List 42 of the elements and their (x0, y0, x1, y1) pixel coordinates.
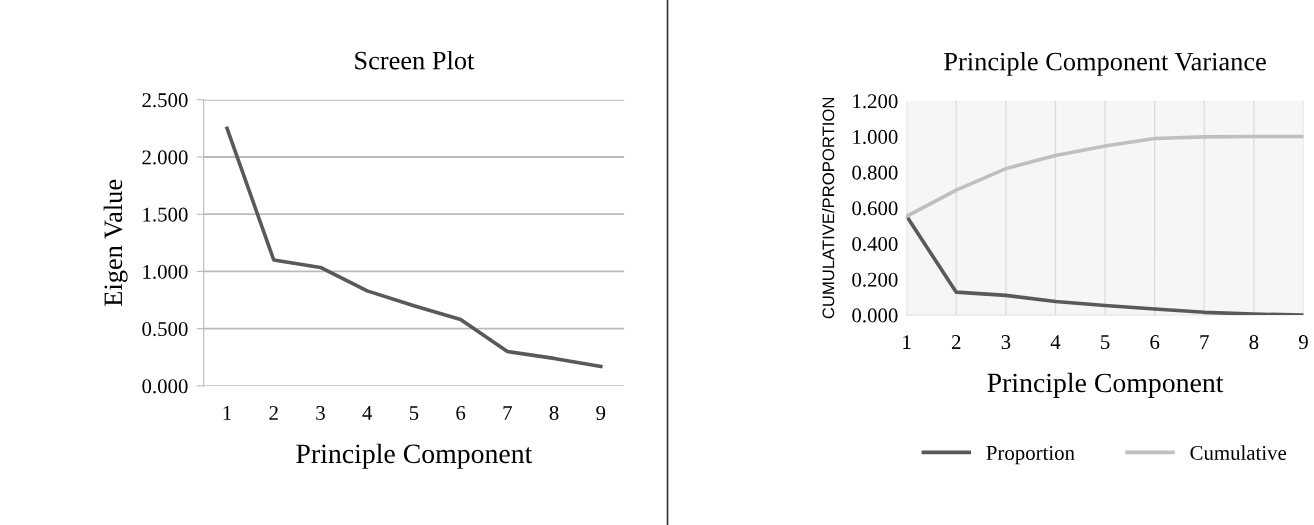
x-tick-label: 2 (951, 335, 961, 349)
x-tick-label: 9 (596, 405, 606, 420)
x-tick-label: 9 (1298, 335, 1308, 350)
line-series (225, 126, 603, 369)
x-tick-label: 7 (1200, 335, 1209, 349)
chart-title: Screen Plot (355, 50, 475, 70)
x-axis-title: Principle Component (296, 443, 533, 469)
x-tick-label: 4 (1050, 335, 1061, 349)
y-tick-label: 0.000 (852, 308, 898, 323)
y-tick-label: 1.000 (143, 264, 188, 279)
x-tick-label: 5 (409, 406, 419, 420)
y-tick-label: 2.500 (142, 93, 188, 108)
y-tick-label: 1.000 (853, 129, 898, 145)
x-tick-label: 8 (1249, 335, 1259, 350)
y-tick-label: 0.400 (852, 236, 898, 252)
x-tick-label: 8 (549, 405, 559, 420)
y-tick-label: 0.800 (852, 165, 898, 180)
legend-label: Cumulative (1190, 445, 1287, 460)
x-tick-label: 4 (362, 406, 373, 420)
y-tick-label: 1.500 (143, 207, 188, 222)
x-tick-label: 6 (456, 405, 466, 420)
x-tick-label: 6 (1150, 335, 1160, 350)
y-axis-title: Eigen Value (103, 179, 128, 306)
x-tick-label: 3 (316, 405, 325, 420)
legend-label: Proportion (986, 445, 1075, 465)
y-tick-label: 0.000 (142, 379, 188, 394)
chart-title: Principle Component Variance (944, 51, 1266, 76)
y-tick-label: 1.200 (853, 94, 898, 109)
x-tick-label: 7 (503, 406, 512, 420)
x-tick-label: 5 (1101, 335, 1110, 350)
y-tick-label: 0.500 (142, 322, 188, 337)
line-series (906, 214, 1304, 315)
x-axis-title: Principle Component (987, 372, 1224, 398)
y-tick-label: 0.200 (852, 272, 898, 287)
y-tick-label: 2.000 (142, 150, 188, 165)
x-tick-label: 1 (903, 335, 911, 349)
x-tick-label: 3 (1001, 335, 1011, 350)
y-tick-label: 0.600 (852, 201, 898, 216)
x-tick-label: 1 (223, 406, 231, 420)
y-axis-title: CUMULATIVE/PROPORTION (822, 97, 835, 319)
line-series (906, 134, 1304, 219)
x-tick-label: 2 (269, 405, 278, 420)
